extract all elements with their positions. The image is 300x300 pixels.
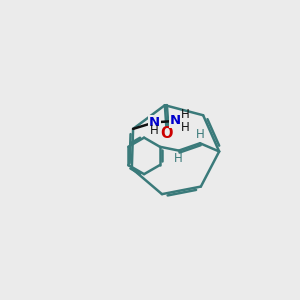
Text: H: H: [181, 108, 189, 121]
Text: O: O: [160, 126, 172, 141]
Text: N: N: [170, 114, 181, 128]
Text: H: H: [150, 124, 159, 137]
Text: H: H: [196, 128, 204, 142]
Text: H: H: [181, 121, 189, 134]
Text: N: N: [149, 116, 160, 129]
Text: H: H: [174, 152, 182, 165]
